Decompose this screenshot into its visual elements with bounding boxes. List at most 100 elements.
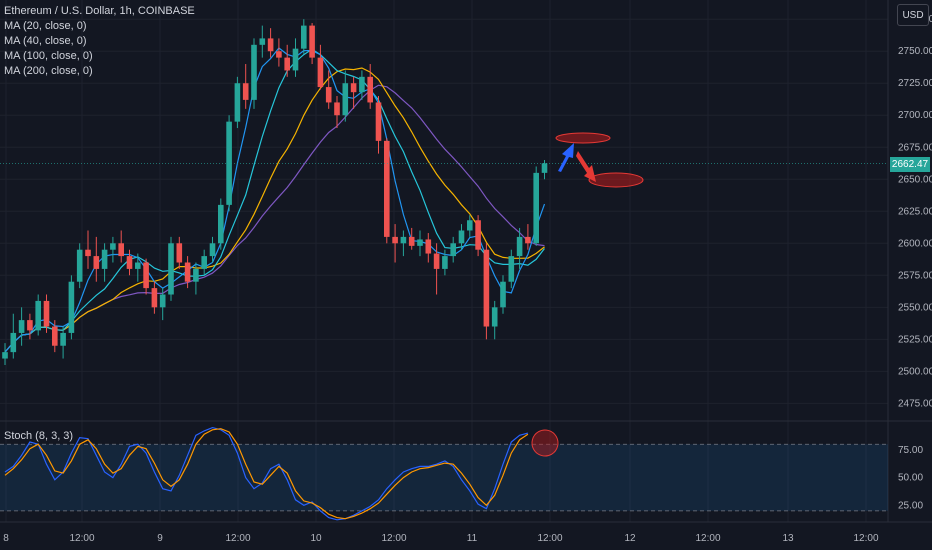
down-arrow-icon xyxy=(576,151,596,182)
candle xyxy=(76,249,83,282)
candle xyxy=(408,236,415,246)
ma20-line xyxy=(4,47,546,353)
target-ellipse-up xyxy=(555,132,611,144)
candle xyxy=(309,25,315,58)
candle xyxy=(508,256,515,282)
ma40-label: MA (40, close, 0) xyxy=(4,35,87,47)
candle xyxy=(159,294,166,308)
candle xyxy=(425,239,432,254)
price-tick-label: 2500.00 xyxy=(898,366,932,377)
price-tick-label: 2625.00 xyxy=(898,206,932,217)
candle xyxy=(491,307,498,327)
candle xyxy=(126,256,133,269)
target-ellipse-down xyxy=(588,172,644,188)
candle xyxy=(68,281,75,333)
candle xyxy=(442,256,448,269)
candle xyxy=(226,121,232,205)
ma200-line xyxy=(4,84,545,353)
candle xyxy=(301,25,307,49)
candle xyxy=(400,236,407,244)
time-tick-label: 12:00 xyxy=(69,533,94,544)
candle xyxy=(184,262,191,282)
candle xyxy=(500,281,506,308)
stoch-tick-label: 25.00 xyxy=(898,500,923,511)
candle xyxy=(525,236,531,244)
time-tick-label: 8 xyxy=(3,533,9,544)
candle xyxy=(384,140,390,237)
price-tick-label: 2650.00 xyxy=(898,174,932,185)
ma100-label: MA (100, close, 0) xyxy=(4,50,93,62)
symbol-title: Ethereum / U.S. Dollar, 1h, COINBASE xyxy=(4,5,195,17)
candle xyxy=(251,44,257,100)
price-tick-label: 2700.00 xyxy=(898,110,932,121)
price-tick-label: 2725.00 xyxy=(898,78,932,89)
stoch-label: Stoch (8, 3, 3) xyxy=(4,430,74,442)
candle xyxy=(35,300,41,331)
candle xyxy=(27,320,33,331)
candle xyxy=(433,253,440,269)
time-tick-label: 12:00 xyxy=(537,533,562,544)
candle xyxy=(325,87,332,103)
candle xyxy=(10,332,17,353)
candle xyxy=(218,204,224,244)
candle xyxy=(375,102,382,141)
time-tick-label: 9 xyxy=(157,533,163,544)
last-price-tag: 2662.47 xyxy=(890,157,930,172)
candle xyxy=(85,249,91,257)
currency-button[interactable]: USD xyxy=(897,4,929,26)
price-tick-label: 2600.00 xyxy=(898,238,932,249)
candle xyxy=(467,220,473,231)
up-arrow-icon xyxy=(558,143,574,172)
candle xyxy=(193,268,199,282)
candle xyxy=(135,262,141,269)
candle xyxy=(475,220,481,250)
price-tick-label: 2675.00 xyxy=(898,142,932,153)
candle xyxy=(458,230,465,244)
time-tick-label: 11 xyxy=(467,533,478,544)
time-tick-label: 13 xyxy=(782,533,794,544)
price-tick-label: 2750.00 xyxy=(898,46,932,57)
candle xyxy=(334,102,340,116)
candle xyxy=(52,326,58,346)
candle xyxy=(110,243,116,250)
candle xyxy=(267,38,274,52)
price-tick-label: 2525.00 xyxy=(898,334,932,345)
stoch-band xyxy=(0,444,888,511)
time-tick-label: 12:00 xyxy=(695,533,720,544)
candle xyxy=(209,243,216,257)
stoch-highlight-ellipse xyxy=(531,429,559,457)
price-tick-label: 2575.00 xyxy=(898,270,932,281)
time-tick-label: 12:00 xyxy=(853,533,878,544)
time-tick-label: 12:00 xyxy=(381,533,406,544)
candle xyxy=(2,352,8,359)
candle xyxy=(259,38,266,45)
candle xyxy=(350,83,357,93)
time-tick-label: 12 xyxy=(624,533,636,544)
candle xyxy=(483,249,490,327)
price-tick-label: 2550.00 xyxy=(898,302,932,313)
candle xyxy=(118,243,124,257)
candle xyxy=(93,256,100,269)
ma20-label: MA (20, close, 0) xyxy=(4,20,87,32)
candle xyxy=(176,243,183,263)
time-tick-label: 10 xyxy=(310,533,322,544)
price-tick-label: 2475.00 xyxy=(898,398,932,409)
stoch-tick-label: 75.00 xyxy=(898,445,923,456)
candle xyxy=(168,243,174,295)
candle xyxy=(292,48,299,71)
candle xyxy=(18,320,25,333)
candle xyxy=(317,57,324,88)
ma200-label: MA (200, close, 0) xyxy=(4,65,93,77)
candle xyxy=(359,76,365,93)
candle xyxy=(242,83,249,100)
stoch-k-line xyxy=(4,426,529,521)
candle xyxy=(151,288,158,308)
candle xyxy=(43,300,50,327)
candle xyxy=(541,163,548,173)
time-tick-label: 12:00 xyxy=(225,533,250,544)
candle xyxy=(450,243,456,257)
candle xyxy=(533,172,539,244)
candle xyxy=(60,332,66,346)
candle xyxy=(101,249,108,269)
